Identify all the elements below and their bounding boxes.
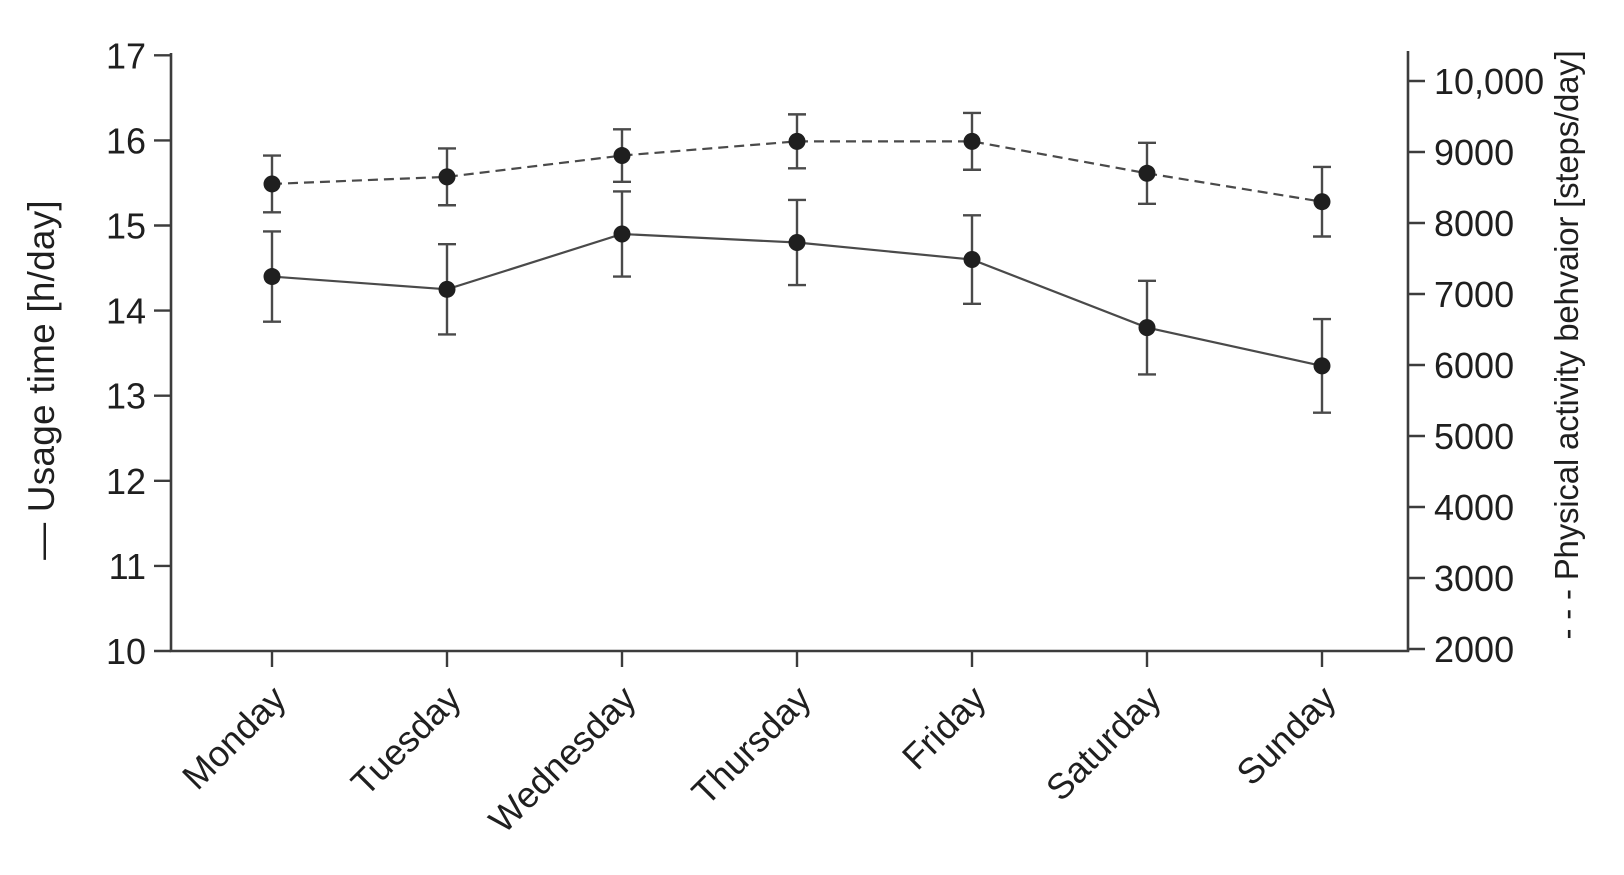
data-point-usage-time-sunday <box>1313 357 1331 375</box>
data-point-usage-time-tuesday <box>438 280 456 298</box>
left-axis-tick-label: 15 <box>106 206 146 247</box>
x-axis-day-label: Sunday <box>1228 678 1343 793</box>
left-axis-tick-label: 13 <box>106 376 146 417</box>
data-point-physical-activity-thursday <box>788 132 806 150</box>
data-point-usage-time-saturday <box>1138 319 1156 337</box>
x-axis-day-label: Saturday <box>1038 678 1169 809</box>
left-axis-tick-label: 11 <box>109 546 146 587</box>
left-axis-tick-label: 17 <box>106 35 146 76</box>
data-point-physical-activity-monday <box>263 175 281 193</box>
x-axis-day-label: Friday <box>894 678 994 778</box>
data-point-usage-time-friday <box>963 251 981 269</box>
data-point-usage-time-monday <box>263 268 281 286</box>
right-axis-tick-label: 9000 <box>1434 132 1514 173</box>
x-axis-day-label: Monday <box>174 678 294 798</box>
data-point-physical-activity-sunday <box>1313 193 1331 211</box>
right-axis-tick-label: 2000 <box>1434 629 1514 670</box>
data-point-physical-activity-saturday <box>1138 164 1156 182</box>
right-axis-tick-label: 7000 <box>1434 274 1514 315</box>
left-axis-tick-label: 16 <box>106 120 146 161</box>
right-axis-tick-label: 10,000 <box>1434 61 1544 102</box>
data-point-usage-time-thursday <box>788 234 806 252</box>
right-axis-tick-label: 5000 <box>1434 416 1514 457</box>
data-point-physical-activity-friday <box>963 132 981 150</box>
x-axis-day-label: Wednesday <box>481 678 644 841</box>
data-point-physical-activity-wednesday <box>613 147 631 165</box>
right-axis-tick-label: 4000 <box>1434 487 1514 528</box>
right-axis-tick-label: 8000 <box>1434 203 1514 244</box>
left-axis-title: — Usage time [h/day] <box>21 200 62 560</box>
left-axis-tick-label: 10 <box>106 631 146 672</box>
left-axis-tick-label: 14 <box>106 291 146 332</box>
left-axis-tick-label: 12 <box>106 461 146 502</box>
data-point-usage-time-wednesday <box>613 225 631 243</box>
x-axis-day-label: Tuesday <box>343 678 469 804</box>
x-axis-day-label: Thursday <box>684 678 819 813</box>
right-axis-tick-label: 3000 <box>1434 558 1514 599</box>
data-point-physical-activity-tuesday <box>438 168 456 186</box>
right-axis-title: - - - Physical activity behvaior [steps/… <box>1548 50 1585 640</box>
right-axis-tick-label: 6000 <box>1434 345 1514 386</box>
